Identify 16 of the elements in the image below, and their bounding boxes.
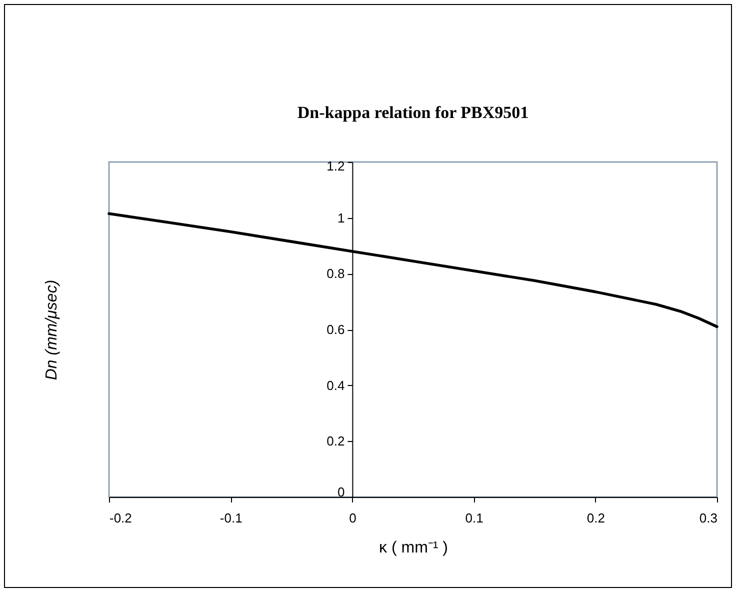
y-tick-label: 0.6	[326, 322, 345, 337]
x-tick-label: 0	[349, 510, 356, 526]
y-tick-label: 0	[337, 484, 345, 500]
x-tick-label: 0.2	[586, 510, 605, 526]
y-tick-label: 1.2	[326, 158, 345, 174]
y-axis-title: Dn (mm/μsec)	[44, 280, 60, 380]
y-tick-label: 0.8	[326, 266, 345, 282]
y-tick-label: 0.4	[326, 378, 345, 393]
y-tick-label: 1	[337, 210, 345, 226]
y-tick-label: 0.2	[326, 434, 345, 449]
x-tick-label: -0.1	[220, 510, 242, 526]
x-tick-label: 0.3	[699, 510, 718, 526]
x-axis-title: κ ( mm⁻¹ )	[379, 540, 448, 556]
x-tick-label: 0.1	[465, 510, 484, 526]
x-tick-label: -0.2	[110, 510, 132, 526]
chart-title: Dn-kappa relation for PBX9501	[297, 103, 529, 122]
